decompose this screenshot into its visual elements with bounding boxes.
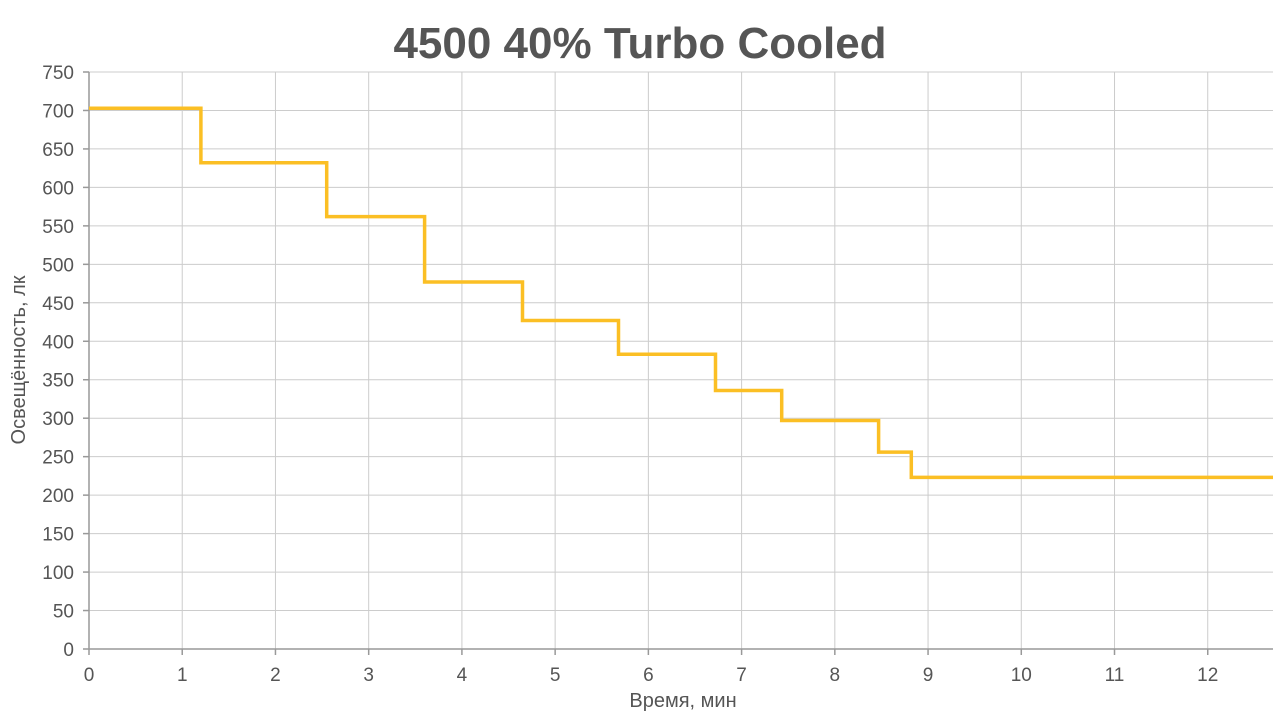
x-tick-label: 11	[1105, 665, 1125, 686]
y-tick-label: 250	[42, 448, 74, 469]
series-line-0	[89, 106, 1273, 480]
x-tick-label: 10	[1011, 665, 1032, 686]
y-tick-label: 50	[53, 602, 74, 623]
y-tick-label: 300	[42, 409, 74, 430]
y-tick-labels: 0 50 100 150 200 250 300 350 400 450 500 550 600 650 7…	[42, 63, 74, 661]
x-tick-label: 12	[1197, 665, 1218, 686]
x-tick-label: 5	[550, 665, 561, 686]
y-tick-label: 0	[63, 640, 74, 661]
y-tick-label: 600	[42, 178, 74, 199]
x-tick-label: 9	[923, 665, 934, 686]
y-tick-label: 100	[42, 563, 74, 584]
y-axis-label: Освещённость, лк	[8, 275, 30, 444]
x-tick-label: 8	[830, 665, 841, 686]
chart-title: 4500 40% Turbo Cooled	[393, 19, 886, 68]
y-tick-label: 700	[42, 101, 74, 122]
x-tick-label: 6	[643, 665, 654, 686]
y-tick-label: 200	[42, 486, 74, 507]
axes	[83, 71, 1273, 655]
y-tick-label: 500	[42, 255, 74, 276]
x-tick-label: 2	[270, 665, 281, 686]
y-tick-label: 750	[42, 63, 74, 84]
x-axis-label: Время, мин	[629, 690, 736, 712]
y-tick-label: 550	[42, 217, 74, 238]
x-tick-label: 3	[363, 665, 374, 686]
x-tick-label: 7	[736, 665, 747, 686]
y-tick-label: 650	[42, 140, 74, 161]
y-tick-label: 150	[42, 525, 74, 546]
grid	[88, 71, 1273, 650]
series-layer	[89, 106, 1273, 480]
y-tick-label: 400	[42, 332, 74, 353]
x-tick-label: 0	[84, 665, 95, 686]
x-tick-label: 1	[177, 665, 188, 686]
y-tick-label: 350	[42, 371, 74, 392]
y-tick-label: 450	[42, 294, 74, 315]
x-tick-labels: 0 1 2 3 4 5 6 7 8 9 10 11 12	[84, 665, 1219, 686]
x-tick-label: 4	[457, 665, 468, 686]
